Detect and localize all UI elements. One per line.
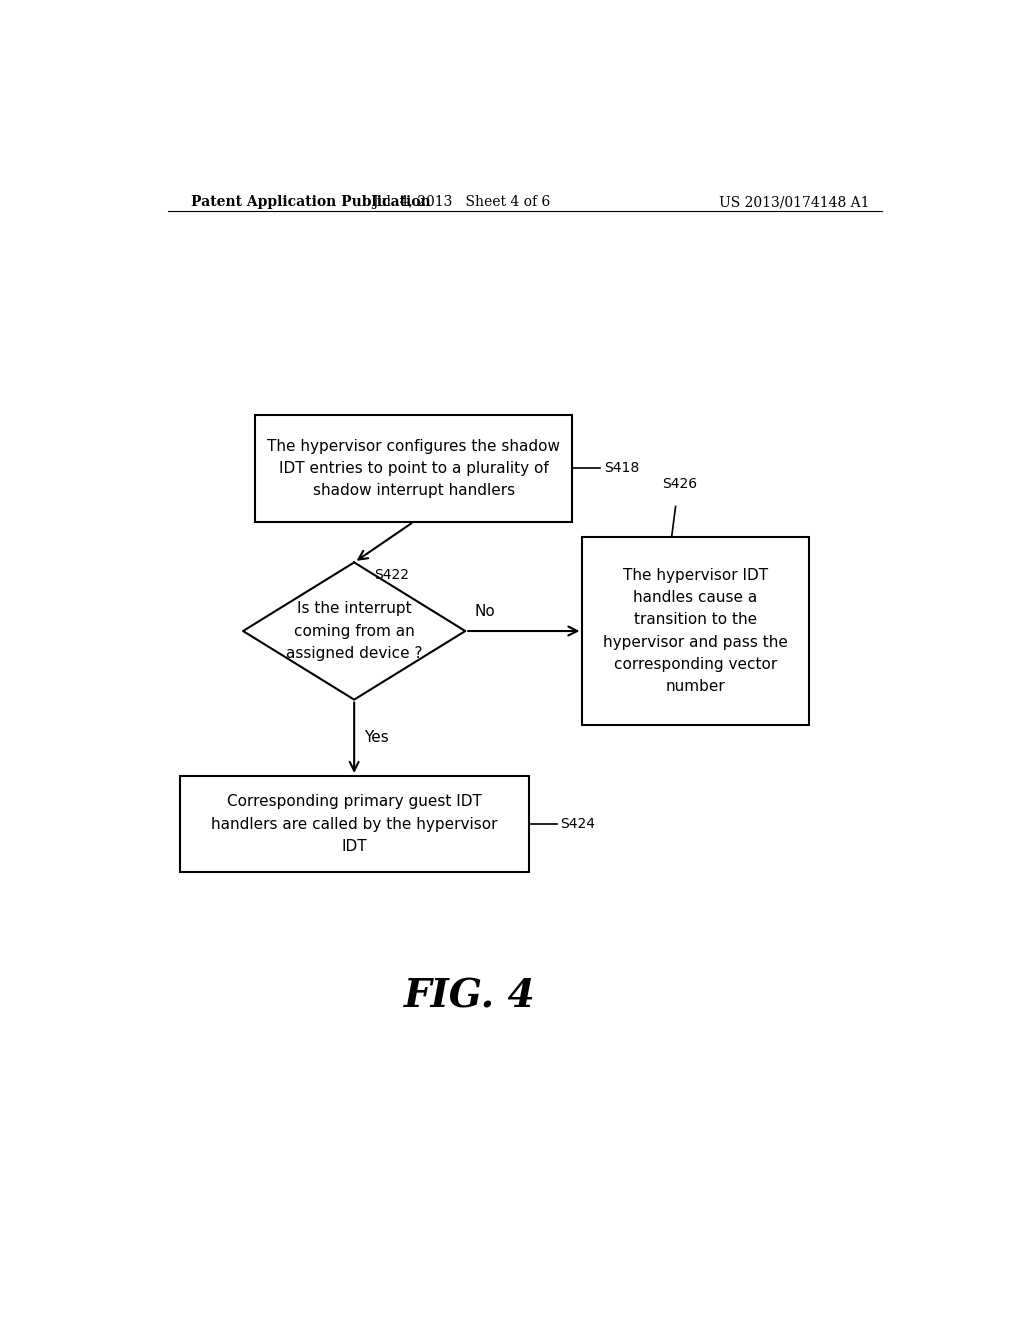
Text: Corresponding primary guest IDT
handlers are called by the hypervisor
IDT: Corresponding primary guest IDT handlers…: [211, 795, 498, 854]
Text: Is the interrupt
coming from an
assigned device ?: Is the interrupt coming from an assigned…: [286, 602, 423, 661]
Bar: [179, 776, 528, 873]
Text: US 2013/0174148 A1: US 2013/0174148 A1: [720, 195, 869, 209]
Text: S424: S424: [560, 817, 596, 832]
Text: Yes: Yes: [364, 730, 388, 746]
Text: S422: S422: [374, 568, 409, 582]
Text: The hypervisor configures the shadow
IDT entries to point to a plurality of
shad: The hypervisor configures the shadow IDT…: [267, 438, 560, 498]
Text: S418: S418: [604, 462, 639, 475]
Polygon shape: [243, 562, 465, 700]
Text: The hypervisor IDT
handles cause a
transition to the
hypervisor and pass the
cor: The hypervisor IDT handles cause a trans…: [603, 568, 787, 694]
Text: FIG. 4: FIG. 4: [403, 978, 536, 1016]
Text: Jul. 4, 2013   Sheet 4 of 6: Jul. 4, 2013 Sheet 4 of 6: [372, 195, 551, 209]
Text: No: No: [475, 603, 496, 619]
Bar: [583, 537, 809, 725]
Bar: [255, 414, 572, 521]
Text: Patent Application Publication: Patent Application Publication: [191, 195, 431, 209]
Text: S426: S426: [662, 478, 697, 491]
